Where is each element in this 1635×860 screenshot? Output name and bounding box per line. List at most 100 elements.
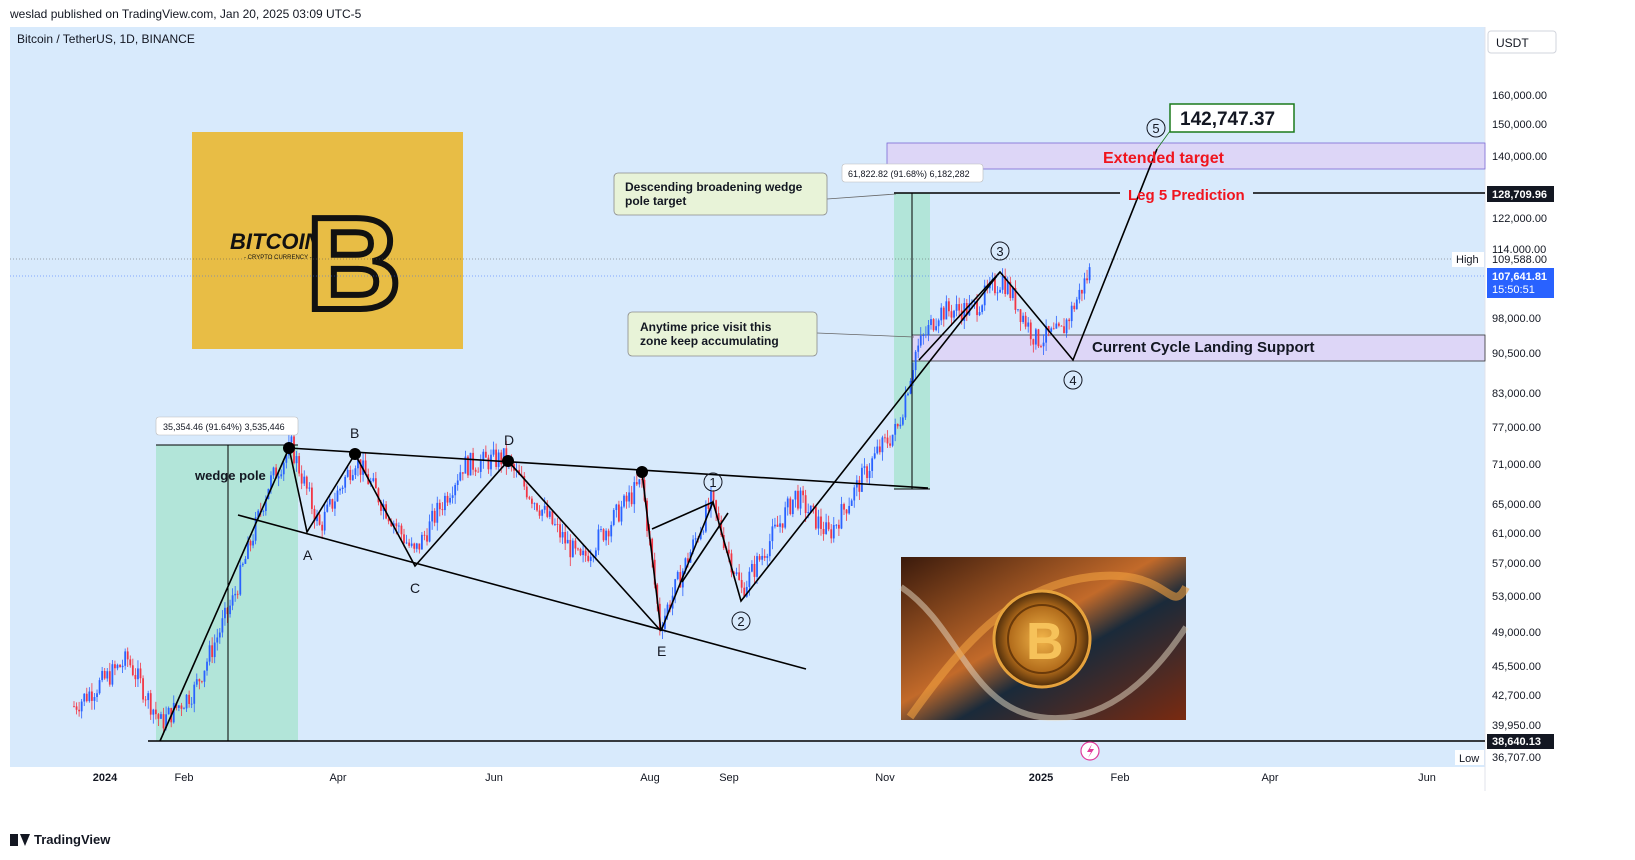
- candle-body: [628, 492, 631, 502]
- price-tick: 122,000.00: [1492, 213, 1547, 225]
- candle-body: [940, 307, 943, 321]
- symbol-title[interactable]: Bitcoin / TetherUS, 1D, BINANCE: [17, 32, 195, 46]
- candle-body: [428, 521, 431, 542]
- candle-body: [799, 490, 802, 509]
- candle-body: [390, 521, 393, 527]
- candle-body: [487, 457, 490, 470]
- candle-body: [730, 553, 733, 573]
- candle-body: [937, 320, 940, 327]
- candle-body: [881, 437, 884, 453]
- candle-body: [569, 539, 572, 558]
- candle-body: [850, 500, 853, 506]
- candle-body: [482, 451, 485, 461]
- candle-body: [418, 543, 421, 550]
- price-tick: 150,000.00: [1492, 119, 1547, 131]
- candle-body: [638, 479, 641, 485]
- time-tick: Feb: [1111, 772, 1130, 784]
- price-tick: 42,700.00: [1492, 690, 1541, 702]
- currency-button-label[interactable]: USDT: [1496, 36, 1529, 50]
- wave-label-5: 5: [1152, 121, 1159, 136]
- candle-body: [771, 526, 774, 542]
- candle-body: [221, 618, 224, 633]
- candle-body: [1058, 323, 1060, 326]
- candle-body: [1006, 281, 1009, 295]
- price-tick: 140,000.00: [1492, 151, 1547, 163]
- candle-body: [464, 456, 467, 474]
- price-tick: 98,000.00: [1492, 313, 1541, 325]
- candle-body: [687, 558, 689, 563]
- candle-body: [996, 292, 999, 294]
- candle-body: [594, 550, 597, 557]
- candle-body: [812, 505, 815, 507]
- candle-body: [193, 684, 196, 704]
- lightning-icon[interactable]: [1080, 741, 1100, 761]
- candle-body: [543, 505, 546, 510]
- candle-body: [78, 709, 81, 712]
- candle-body: [88, 691, 91, 702]
- price-axis[interactable]: 160,000.00 150,000.00 140,000.00 128,709…: [1487, 90, 1554, 765]
- candle-body: [861, 467, 863, 492]
- candle-body: [254, 517, 257, 541]
- point-label-e: E: [657, 643, 666, 659]
- target-value: 142,747.37: [1180, 109, 1275, 130]
- candle-body: [676, 572, 679, 580]
- candle-body: [768, 541, 771, 557]
- candle-body: [162, 714, 165, 729]
- candle-body: [280, 474, 283, 477]
- candle-body: [756, 556, 758, 577]
- wave-label-3: 3: [996, 244, 1003, 259]
- candle-body: [1037, 329, 1040, 347]
- extended-target-label: Extended target: [1103, 150, 1225, 167]
- small-channel-lower: [681, 512, 729, 583]
- candle-body: [582, 550, 584, 556]
- candle-body: [490, 454, 492, 470]
- candle-body: [679, 572, 682, 588]
- candle-body: [692, 539, 694, 552]
- bitcoin-symbol-icon: B: [306, 190, 401, 337]
- time-axis-area[interactable]: [10, 767, 1623, 791]
- candle-body: [651, 538, 654, 560]
- candle-body: [400, 525, 403, 535]
- candle-body: [203, 670, 206, 682]
- candle-body: [213, 642, 216, 658]
- candle-body: [766, 556, 769, 558]
- candle-body: [234, 593, 237, 596]
- candle-body: [421, 534, 423, 550]
- tradingview-logo[interactable]: TradingView: [10, 832, 110, 847]
- chart-frame[interactable]: BITCOIN - CRYPTO CURRENCY - B B: [10, 27, 1623, 827]
- candle-body: [216, 637, 219, 643]
- candle-body: [502, 448, 505, 465]
- candle-body: [712, 491, 715, 501]
- candle-body: [617, 504, 620, 522]
- wedge-pole-zone: [156, 445, 298, 741]
- candle-body: [1065, 319, 1068, 334]
- candle-body: [866, 466, 868, 478]
- candle-body: [341, 487, 344, 490]
- candle-body: [208, 645, 211, 662]
- callout-zone-line-2: zone keep accumulating: [640, 334, 779, 348]
- candle-body: [262, 511, 265, 512]
- candle-body: [674, 579, 677, 596]
- candle-body: [454, 484, 457, 496]
- small-channel-upper: [651, 501, 714, 530]
- price-axis-area[interactable]: [1485, 27, 1623, 767]
- candle-body: [577, 548, 579, 550]
- price-chart[interactable]: BITCOIN - CRYPTO CURRENCY - B B: [10, 27, 1623, 827]
- candle-body: [1083, 278, 1086, 294]
- price-tick-leg5: 128,709.96: [1492, 189, 1547, 201]
- candle-body: [152, 709, 155, 715]
- price-tick: 49,000.00: [1492, 627, 1541, 639]
- currency-button[interactable]: USDT: [1487, 30, 1557, 54]
- countdown-label: 15:50:51: [1492, 284, 1535, 296]
- candle-body: [124, 651, 127, 666]
- candle-body: [1009, 281, 1012, 299]
- support-label: Current Cycle Landing Support: [1092, 339, 1315, 356]
- candle-body: [137, 668, 139, 680]
- candle-body: [602, 529, 605, 541]
- candle-body: [1078, 289, 1081, 300]
- pole-rise-line: [159, 447, 290, 742]
- candle-body: [1022, 315, 1024, 322]
- wave-label-1: 1: [709, 475, 716, 490]
- candle-body: [436, 502, 439, 523]
- time-axis[interactable]: 2024 Feb Apr Jun Aug Sep Nov 2025 Feb Ap…: [93, 772, 1436, 784]
